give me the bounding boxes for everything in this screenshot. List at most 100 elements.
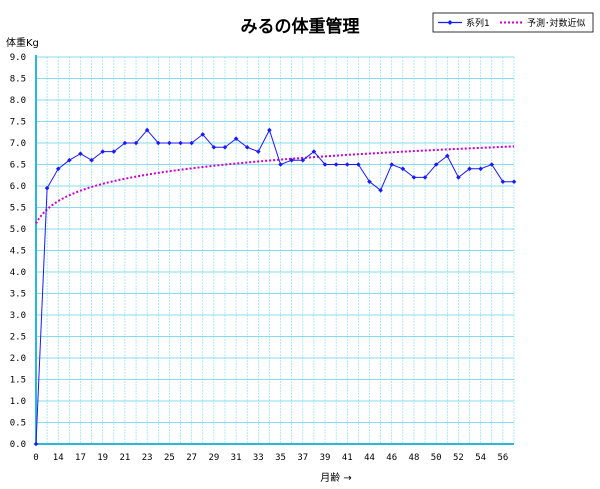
data-point (400, 166, 406, 172)
x-tick-label: 48 (409, 453, 420, 463)
y-axis-label: 体重Kg (6, 36, 39, 49)
x-tick-label: 31 (231, 453, 242, 463)
y-tick-label: 0.5 (10, 419, 26, 429)
x-tick-label: 29 (208, 453, 219, 463)
data-point (445, 153, 450, 159)
y-tick-label: 5.0 (10, 225, 26, 235)
data-point (189, 140, 194, 146)
data-point (389, 162, 395, 167)
x-tick-label: 27 (186, 453, 197, 463)
gridlines (36, 56, 515, 444)
x-tick-label: 50 (431, 453, 442, 463)
x-tick-labels: 0 14 17 19 21 23 25 27 29 31 33 35 37 39 41 44 46 48 50 52 5… (33, 453, 508, 463)
legend-trend-label: 予測･対数近似 (527, 17, 586, 29)
y-tick-label: 2.5 (10, 333, 26, 343)
data-series (33, 127, 517, 447)
x-tick-label: 54 (475, 453, 486, 463)
x-axis-label: 月齢 → (320, 471, 352, 484)
data-point (78, 151, 83, 157)
x-tick-label: 46 (386, 453, 397, 463)
trendline-path (35, 145, 515, 224)
data-point (133, 140, 139, 146)
x-tick-label: 17 (75, 453, 86, 463)
data-point (478, 166, 483, 172)
data-point (211, 145, 217, 150)
legend-series1-label: 系列1 (466, 17, 490, 29)
data-point (267, 127, 272, 133)
data-point (367, 179, 372, 184)
x-tick-label: 21 (120, 453, 131, 463)
x-tick-label: 33 (253, 453, 264, 463)
y-tick-label: 7.0 (10, 139, 26, 149)
y-tick-label: 1.5 (10, 376, 26, 386)
axes (35, 55, 514, 445)
data-point (300, 157, 306, 163)
y-tick-label: 6.5 (10, 161, 26, 171)
data-point (200, 132, 206, 137)
x-tick-label: 14 (53, 453, 64, 463)
x-tick-label: 44 (364, 453, 375, 463)
data-point (344, 162, 350, 167)
data-point (411, 175, 417, 180)
data-point (356, 162, 361, 167)
x-tick-label: 39 (320, 453, 331, 463)
x-tick-label: 23 (142, 453, 153, 463)
data-point (67, 157, 72, 163)
data-point (378, 188, 383, 193)
data-point (44, 185, 50, 191)
x-tick-label: 35 (275, 453, 286, 463)
trendline (35, 145, 515, 224)
x-tick-label: 25 (164, 453, 175, 463)
data-point (222, 145, 228, 150)
y-tick-label: 4.5 (10, 247, 26, 257)
data-point (289, 157, 294, 163)
y-tick-label: 6.0 (10, 182, 26, 192)
x-tick-label: 52 (453, 453, 464, 463)
data-point (511, 179, 517, 184)
data-point (422, 175, 428, 180)
legend-series1-marker (447, 20, 453, 25)
data-point (489, 162, 495, 167)
data-point (433, 162, 439, 167)
y-tick-label: 2.0 (10, 354, 26, 364)
y-tick-label: 8.5 (10, 75, 26, 85)
data-point (311, 149, 317, 154)
data-point (467, 166, 472, 172)
y-tick-label: 3.0 (10, 311, 26, 321)
data-point (500, 179, 506, 184)
data-point (33, 441, 39, 447)
y-tick-label: 3.5 (10, 290, 26, 300)
data-point (89, 157, 94, 163)
legend: 系列1 予測･対数近似 (432, 12, 594, 33)
data-point (256, 149, 261, 154)
data-point (100, 149, 105, 154)
y-tick-label: 4.0 (10, 268, 26, 278)
x-tick-label: 0 (33, 453, 38, 463)
data-point (333, 162, 339, 167)
x-tick-label: 19 (97, 453, 108, 463)
data-point (456, 175, 461, 180)
x-tick-label: 56 (497, 453, 508, 463)
data-point (178, 140, 183, 146)
x-tick-label: 37 (297, 453, 308, 463)
data-point (122, 140, 128, 146)
y-tick-label: 0.0 (10, 440, 26, 450)
y-tick-label: 1.0 (10, 397, 26, 407)
data-point (155, 140, 161, 146)
y-tick-label: 7.5 (10, 118, 26, 128)
data-point (233, 136, 239, 141)
data-point (144, 127, 150, 133)
data-point (244, 145, 250, 150)
data-point (278, 162, 283, 167)
y-tick-label: 8.0 (10, 96, 26, 106)
x-tick-label: 41 (342, 453, 353, 463)
data-point (322, 162, 328, 167)
y-tick-labels: 0.0 0.5 1.0 1.5 2.0 2.5 3.0 3.5 4.0 4.5 5.0 5.5 6.0 6… (10, 53, 26, 450)
y-tick-label: 5.5 (10, 204, 26, 214)
data-point (111, 149, 117, 154)
series-line (35, 128, 514, 445)
chart-title: みるの体重管理 (241, 16, 360, 37)
y-tick-label: 9.0 (10, 53, 26, 63)
data-point (55, 166, 61, 172)
